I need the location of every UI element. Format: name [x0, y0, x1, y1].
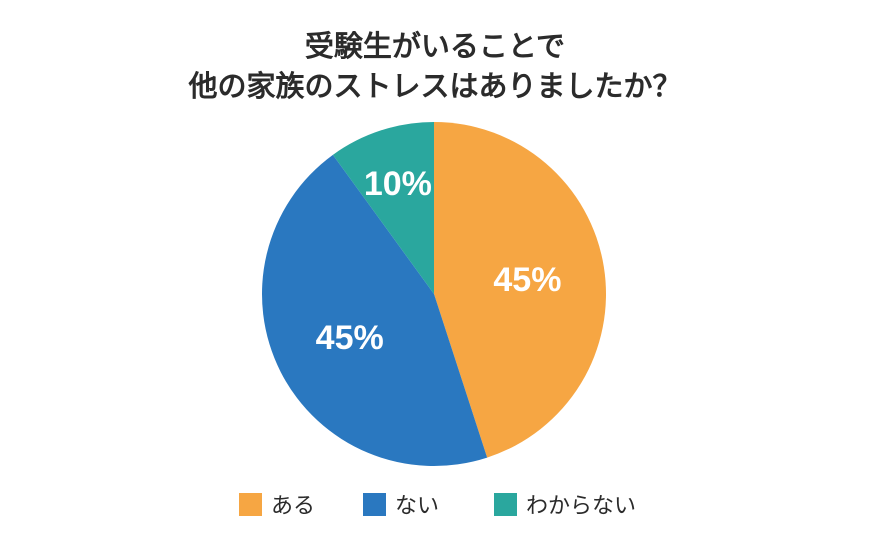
pie-data-label-wakaranai: 10% — [364, 165, 432, 203]
legend-swatch-aru — [239, 492, 262, 516]
chart-title-line2: 他の家族のストレスはありましたか？ — [188, 69, 682, 103]
legend-label: ある — [271, 494, 316, 519]
legend-label: わからない — [526, 494, 637, 519]
legend-item-aru: ある — [239, 486, 315, 522]
chart-title-line1: 受験生がいることで — [304, 29, 566, 63]
chart-title: 受験生がいることで 他の家族のストレスはありましたか？ — [0, 26, 870, 106]
pie-slice-nai — [261, 154, 488, 467]
pie-slice-aru — [434, 122, 607, 458]
pie-data-label-aru: 45% — [493, 261, 561, 299]
pie-slice-wakaranai — [332, 122, 434, 294]
legend-label: ない — [395, 494, 440, 519]
legend-item-wakaranai: わからない — [494, 486, 636, 522]
legend-item-nai: ない — [363, 486, 439, 522]
legend-swatch-wakaranai — [494, 492, 517, 516]
legend: ある ない わからない — [0, 486, 870, 522]
pie-data-label-nai: 45% — [316, 319, 384, 357]
legend-swatch-nai — [363, 492, 386, 516]
